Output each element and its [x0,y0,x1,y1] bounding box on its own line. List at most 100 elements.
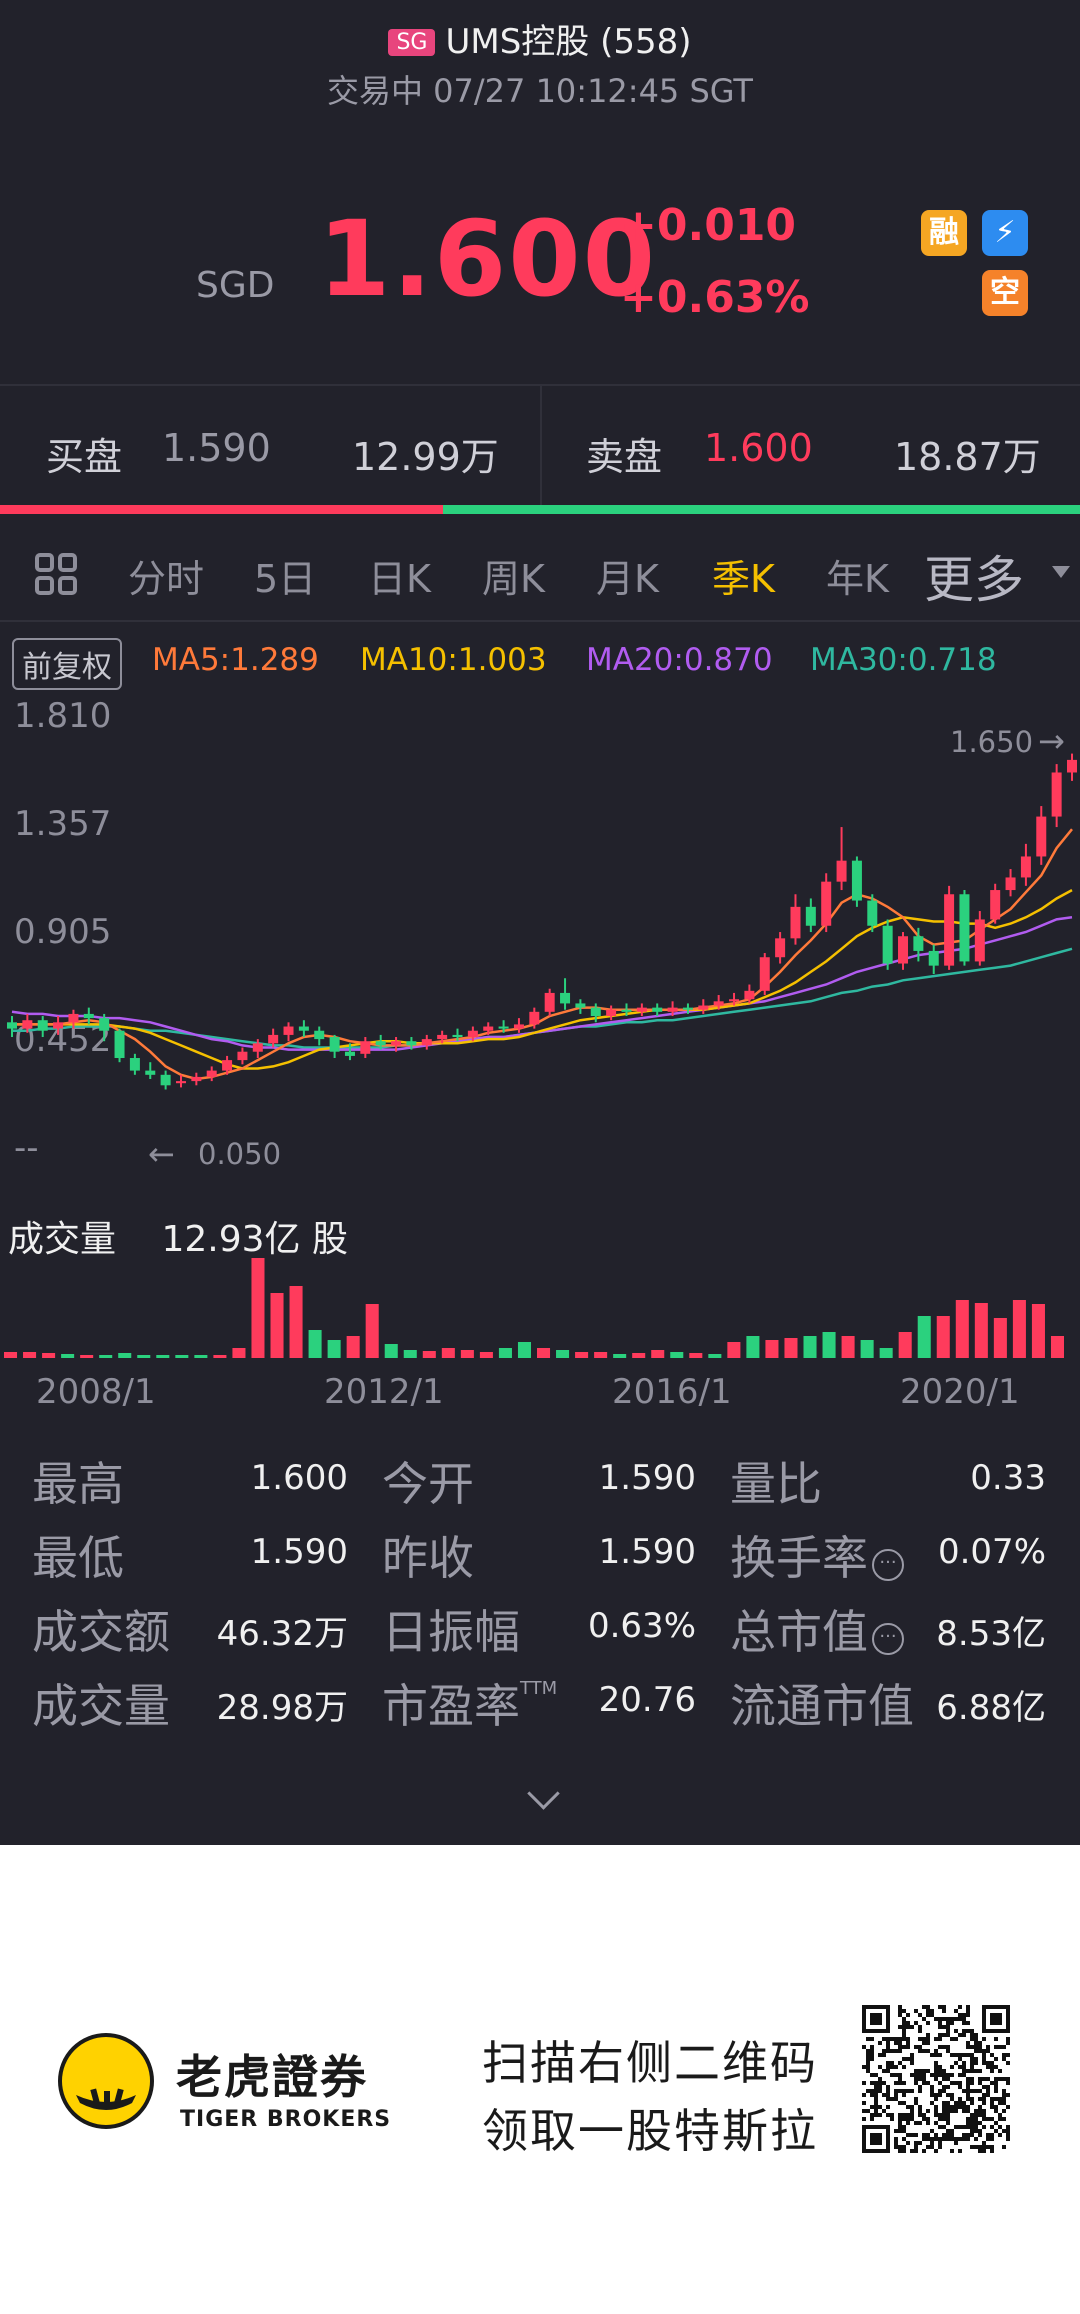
qr-module [866,2037,870,2041]
qr-module [958,2073,962,2077]
tab-5day[interactable]: 5日 [254,557,317,601]
order-book[interactable]: 买盘 1.590 12.99万 卖盘 1.600 18.87万 [0,384,1080,506]
candle-body [913,936,924,951]
qr-module [954,2125,958,2129]
qr-module [962,2125,966,2129]
qr-module [918,2085,922,2089]
qr-module [894,2137,898,2141]
qr-module [966,2005,970,2009]
qr-module [902,2137,906,2141]
qr-module [894,2097,898,2101]
qr-module [978,2041,982,2045]
qr-module [918,2029,922,2033]
qr-module [910,2105,914,2109]
qr-module [898,2125,902,2129]
volume-bar [156,1355,170,1358]
qr-module [962,2021,966,2025]
qr-module [938,2089,942,2093]
qr-module [946,2025,950,2029]
margin-icon[interactable]: 融 [921,210,967,256]
qr-module [866,2089,870,2093]
volume-chart[interactable] [0,1255,1080,1360]
stat-value: 1.590 [598,1458,696,1498]
qr-module [934,2073,938,2077]
ma30-value: MA30:0.718 [810,642,997,678]
arrow-left-icon: ← [148,1135,175,1173]
qr-module [982,2053,986,2057]
candle-body [406,1041,417,1046]
qr-module [922,2113,926,2117]
candle-body [452,1034,463,1038]
qr-module [966,2053,970,2057]
qr-module [970,2077,974,2081]
qr-module [950,2129,954,2133]
qr-module [906,2113,910,2117]
candle-body [713,1001,724,1006]
candle-body [836,860,847,882]
short-sell-icon[interactable]: 空 [982,270,1028,316]
x-tick: 2020/1 [900,1372,1020,1412]
qr-module [942,2105,946,2109]
qr-module [938,2053,942,2057]
qr-module [918,2073,922,2077]
tab-quarterly-k[interactable]: 季K [712,557,775,601]
qr-module [902,2025,906,2029]
qr-module [866,2053,870,2057]
qr-module [934,2105,938,2109]
qr-module [866,2065,870,2069]
qr-module [958,2105,962,2109]
candlestick-chart[interactable]: 1.650 → ← 0.050 [0,690,1080,1230]
info-icon[interactable]: ··· [872,1549,904,1581]
ask-price: 1.600 [704,426,813,470]
chevron-down-icon[interactable] [527,1777,560,1810]
candle-body [560,992,571,1004]
grid-icon[interactable] [34,552,78,596]
qr-module [982,2061,986,2065]
qr-module [966,2117,970,2121]
adjust-toggle[interactable]: 前复权 [12,638,122,690]
stat-value: 0.07% [937,1532,1046,1572]
qr-module [890,2049,894,2053]
qr-module [862,2109,866,2113]
info-icon[interactable]: ··· [872,1623,904,1655]
qr-module [994,2045,998,2049]
qr-module [910,2113,914,2117]
qr-module [958,2013,962,2017]
qr-module [974,2057,978,2061]
qr-module [966,2029,970,2033]
tab-more[interactable]: 更多 [924,551,1024,609]
qr-module [930,2145,934,2149]
y-tick: 0.905 [14,912,112,952]
qr-module [994,2037,998,2041]
caret-down-icon[interactable] [1052,566,1070,578]
qr-module [922,2069,926,2073]
qr-module [942,2101,946,2105]
qr-module [950,2037,954,2041]
tab-weekly-k[interactable]: 周K [482,557,545,601]
qr-module [954,2009,958,2013]
x-tick: 2016/1 [612,1372,732,1412]
volume-bar [898,1332,912,1358]
qr-module [926,2109,930,2113]
flash-trade-icon[interactable]: ⚡ [982,210,1028,256]
tab-daily-k[interactable]: 日K [368,557,431,601]
qr-module [950,2105,954,2109]
candle-body [191,1076,202,1082]
qr-module [982,2037,986,2041]
tab-intraday[interactable]: 分时 [128,557,205,601]
qr-module [962,2089,966,2093]
tab-yearly-k[interactable]: 年K [826,557,889,601]
qr-module [874,2101,878,2105]
candle-body [421,1039,432,1046]
tab-monthly-k[interactable]: 月K [596,557,659,601]
qr-module [938,2017,942,2021]
qr-module [898,2077,902,2081]
qr-module [962,2073,966,2077]
qr-module [978,2077,982,2081]
qr-module [906,2141,910,2145]
volume-bar [232,1348,246,1358]
qr-module [874,2109,878,2113]
qr-module [926,2069,930,2073]
qr-module [878,2085,882,2089]
qr-code-icon[interactable] [862,2005,1010,2153]
